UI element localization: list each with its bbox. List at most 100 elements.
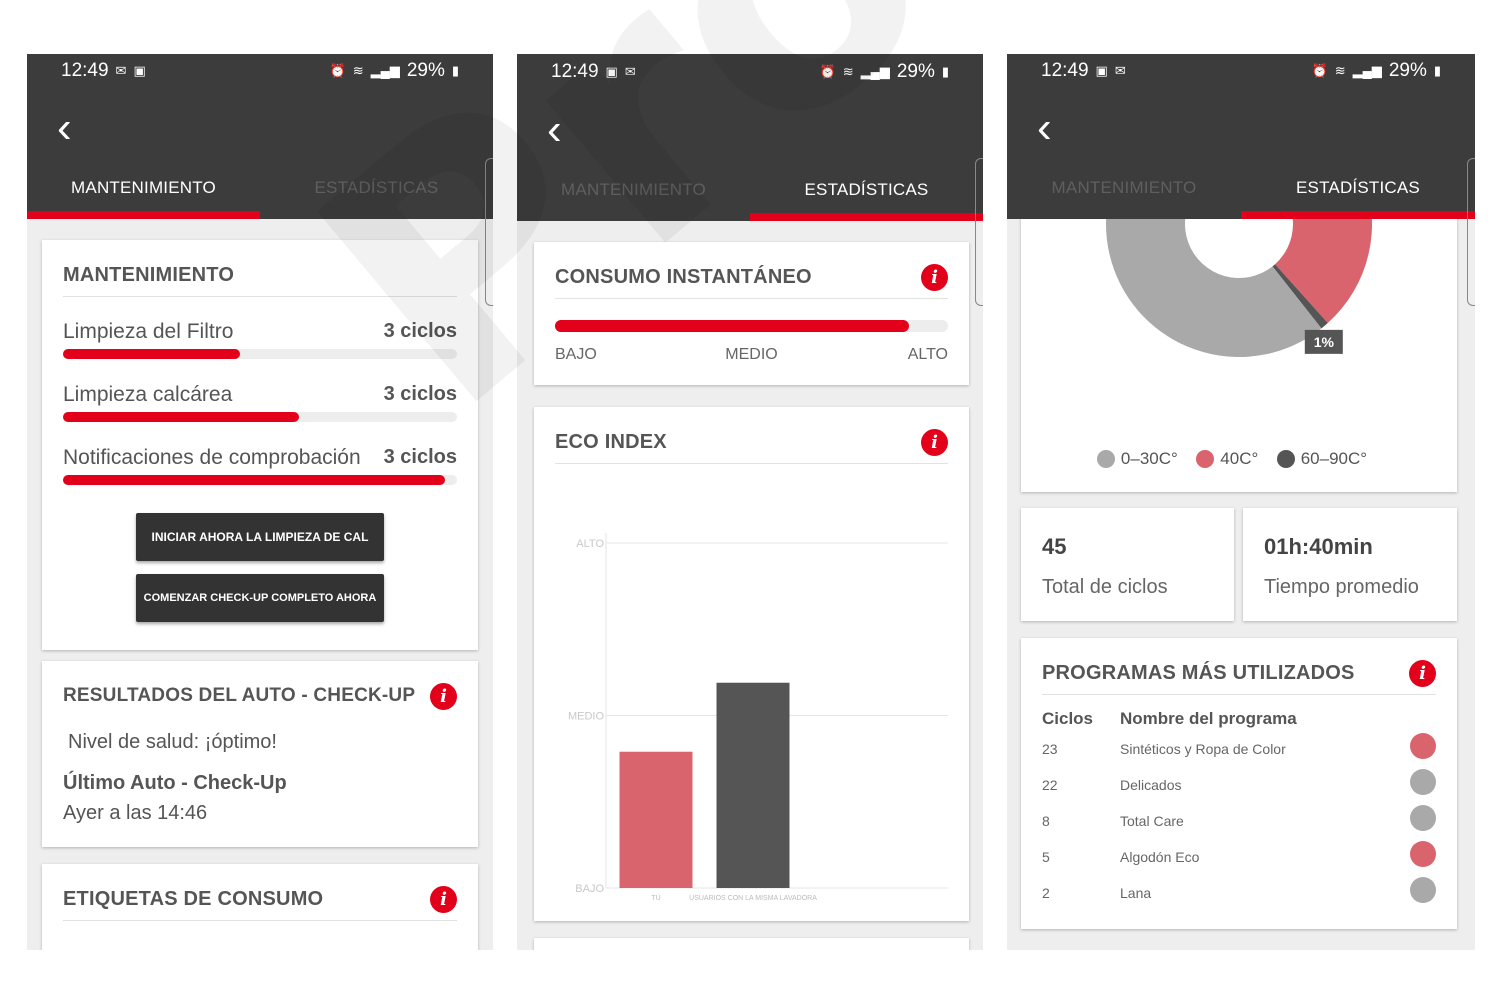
battery-icon: ▮ [451, 63, 459, 78]
info-icon[interactable]: i [921, 429, 948, 456]
program-color-dot [1410, 841, 1436, 867]
eco-index-chart: BAJO MEDIO ALTO TÚ USUARIOS CON LA MISMA LAV… [534, 407, 969, 921]
alarm-icon: ⏰ [329, 63, 346, 78]
consumption-mid-label: MEDIO [725, 346, 778, 363]
tab-bar: MANTENIMIENTO ESTADÍSTICAS [517, 157, 983, 221]
total-cycles-label: Total de ciclos [1042, 576, 1168, 598]
program-cycles: 5 [1042, 849, 1050, 865]
start-checkup-button[interactable]: COMENZAR CHECK-UP COMPLETO AHORA [136, 574, 384, 622]
status-time: 12:49 [551, 61, 599, 82]
tab-statistics[interactable]: ESTADÍSTICAS [750, 157, 983, 221]
battery-text: 29% [896, 61, 935, 82]
legend-item: 40C° [1196, 449, 1258, 469]
eco-bar [716, 682, 790, 888]
program-name: Lana [1120, 885, 1152, 901]
alarm-icon: ⏰ [819, 64, 836, 79]
legend-item: 0–30C° [1096, 449, 1178, 469]
tab-maintenance[interactable]: MANTENIMIENTO [1051, 178, 1197, 197]
info-icon[interactable]: i [921, 264, 948, 291]
maintenance-item-value: 3 ciclos [383, 320, 457, 342]
avg-time-label: Tiempo promedio [1264, 576, 1419, 598]
program-name: Sintéticos y Ropa de Color [1120, 741, 1286, 757]
next-card [534, 938, 969, 950]
tab-statistics[interactable]: ESTADÍSTICAS [1241, 155, 1475, 219]
wifi-icon: ≋ [1334, 63, 1346, 78]
screen-maintenance: 12:49 ✉ ▣ ⏰ ≋ ▂▄▆ 29% ▮ ‹ MANTENIMIENTO … [27, 54, 493, 950]
tab-bar: MANTENIMIENTO ESTADÍSTICAS [27, 155, 493, 219]
back-arrow-icon[interactable]: ‹ [57, 103, 72, 152]
program-row[interactable]: 2 Lana [1042, 877, 1436, 921]
maintenance-item-value: 3 ciclos [383, 383, 457, 405]
program-cycles: 22 [1042, 777, 1058, 793]
consumption-labels-title: ETIQUETAS DE CONSUMO [63, 888, 457, 921]
start-descaling-button[interactable]: INICIAR AHORA LA LIMPIEZA DE CAL [136, 513, 384, 561]
program-name: Delicados [1120, 777, 1182, 793]
maintenance-item-filter: Limpieza del Filtro 3 ciclos [63, 320, 457, 359]
pie-slice [1106, 204, 1322, 357]
wifi-icon: ≋ [352, 63, 364, 78]
info-icon[interactable]: i [1409, 660, 1436, 687]
temperature-pie-card: 39%1% 0–30C° 40C° 60–90C° [1021, 204, 1457, 492]
maintenance-item-label: Limpieza calcárea [63, 383, 233, 406]
signal-icon: ▂▄▆ [860, 64, 890, 79]
back-arrow-icon[interactable]: ‹ [1037, 103, 1052, 152]
scroll-indicator[interactable] [485, 158, 493, 306]
tab-statistics[interactable]: ESTADÍSTICAS [314, 178, 439, 197]
legend-label: 40C° [1220, 449, 1259, 468]
eco-bar [619, 751, 693, 888]
pie-data-label: 1% [1314, 334, 1335, 350]
image-icon: ▣ [133, 63, 146, 78]
program-cycles: 23 [1042, 741, 1058, 757]
eco-index-title: ECO INDEX [555, 431, 948, 464]
program-row[interactable]: 23 Sintéticos y Ropa de Color [1042, 733, 1436, 777]
maintenance-item-label: Notificaciones de comprobación [63, 446, 361, 469]
scroll-indicator[interactable] [1467, 158, 1475, 306]
status-bar: 12:49 ▣ ✉ ⏰ ≋ ▂▄▆ 29% ▮ [1007, 54, 1475, 88]
image-icon: ▣ [605, 64, 618, 79]
maintenance-item-value: 3 ciclos [383, 446, 457, 468]
program-color-dot [1410, 877, 1436, 903]
status-bar: 12:49 ✉ ▣ ⏰ ≋ ▂▄▆ 29% ▮ [27, 54, 493, 88]
program-name: Algodón Eco [1120, 849, 1200, 865]
app-bar: ‹ MANTENIMIENTO ESTADÍSTICAS [1007, 88, 1475, 219]
checkup-results-card: RESULTADOS DEL AUTO - CHECK-UP i Nivel d… [42, 661, 478, 847]
program-cycles: 8 [1042, 813, 1050, 829]
instant-consumption-card: CONSUMO INSTANTÁNEO i BAJO MEDIO ALTO [534, 242, 969, 385]
battery-text: 29% [1388, 60, 1427, 81]
progress-track [63, 475, 457, 485]
mail-icon: ✉ [1114, 63, 1126, 78]
col-cycles-header: Ciclos [1042, 709, 1094, 728]
health-level: Nivel de salud: ¡óptimo! [68, 731, 277, 753]
y-tick-label: MEDIO [568, 711, 605, 723]
scroll-indicator[interactable] [975, 158, 983, 306]
program-row[interactable]: 22 Delicados [1042, 769, 1436, 813]
program-row[interactable]: 8 Total Care [1042, 805, 1436, 849]
screen-statistics-consumption: 12:49 ▣ ✉ ⏰ ≋ ▂▄▆ 29% ▮ ‹ MANTENIMIENTO … [517, 54, 983, 950]
signal-icon: ▂▄▆ [1352, 63, 1382, 78]
eco-bar-svg: BAJO MEDIO ALTO TÚ USUARIOS CON LA MISMA LAV… [568, 533, 948, 902]
total-cycles-card: 45 Total de ciclos [1021, 508, 1234, 621]
status-time: 12:49 [61, 60, 109, 81]
info-icon[interactable]: i [430, 683, 457, 710]
screen-statistics-programs: 39%1% 0–30C° 40C° 60–90C° 12:49 ▣ ✉ ⏰ ≋ … [1007, 54, 1475, 950]
wifi-icon: ≋ [842, 64, 854, 79]
x-tick-label: USUARIOS CON LA MISMA LAVADORA [689, 895, 817, 902]
tab-maintenance[interactable]: MANTENIMIENTO [27, 155, 260, 219]
maintenance-item-label: Limpieza del Filtro [63, 320, 234, 343]
consumption-high-label: ALTO [907, 346, 948, 363]
maintenance-title: MANTENIMIENTO [63, 264, 457, 297]
pie-data-label-bg [1304, 329, 1343, 354]
program-color-dot [1410, 805, 1436, 831]
tab-bar: MANTENIMIENTO ESTADÍSTICAS [1007, 155, 1475, 219]
info-icon[interactable]: i [430, 886, 457, 913]
battery-icon: ▮ [941, 64, 949, 79]
mail-icon: ✉ [115, 63, 127, 78]
mail-icon: ✉ [624, 64, 636, 79]
tab-maintenance[interactable]: MANTENIMIENTO [561, 180, 706, 199]
program-row[interactable]: 5 Algodón Eco [1042, 841, 1436, 885]
top-programs-title: PROGRAMAS MÁS UTILIZADOS [1042, 662, 1436, 695]
x-tick-label: TÚ [651, 893, 660, 902]
progress-track [63, 412, 457, 422]
back-arrow-icon[interactable]: ‹ [547, 105, 562, 154]
legend-dot [1096, 450, 1115, 468]
